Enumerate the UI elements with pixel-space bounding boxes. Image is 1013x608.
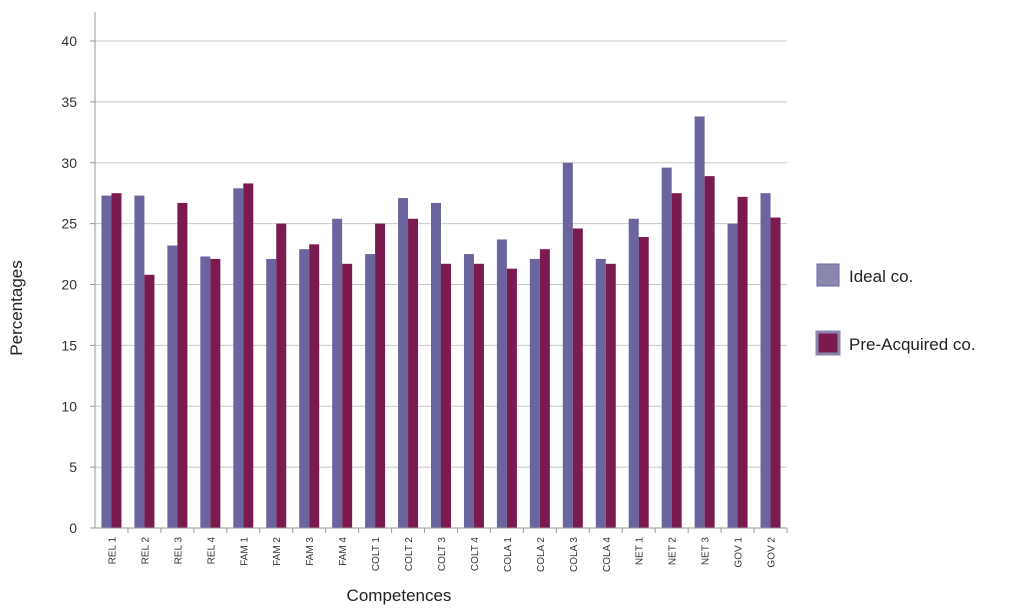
bar-pre-acquired xyxy=(539,249,550,528)
legend-swatch-ideal xyxy=(816,263,840,287)
y-tick-label: 30 xyxy=(61,155,77,171)
bar-pre-acquired xyxy=(210,258,221,528)
bar-ideal xyxy=(332,218,343,528)
y-tick-label: 5 xyxy=(69,459,77,475)
bar-ideal xyxy=(266,258,277,528)
bar-ideal xyxy=(167,245,178,529)
bar-ideal xyxy=(233,188,244,528)
x-tick-label: REL 3 xyxy=(173,537,184,565)
x-tick-label: NET 1 xyxy=(635,537,646,566)
x-tick-label: NET 3 xyxy=(701,537,712,566)
y-tick-label: 15 xyxy=(61,337,77,353)
bar-ideal xyxy=(595,258,606,528)
x-tick-label: COLA 3 xyxy=(569,537,580,572)
bar-ideal xyxy=(299,249,310,528)
bar-ideal xyxy=(365,254,376,528)
bar-pre-acquired xyxy=(342,263,353,528)
bar-pre-acquired xyxy=(671,193,682,528)
bar-pre-acquired xyxy=(473,263,484,528)
legend-swatch-pre-acquired xyxy=(815,330,841,356)
bar-pre-acquired xyxy=(704,176,715,528)
y-tick-label: 0 xyxy=(69,520,77,536)
x-tick-label: FAM 2 xyxy=(272,537,283,566)
x-tick-label: COLA 4 xyxy=(602,537,613,572)
bar-pre-acquired xyxy=(737,196,748,528)
bar-ideal xyxy=(760,193,771,528)
bar-pre-acquired xyxy=(441,263,451,528)
x-tick-label: FAM 3 xyxy=(305,537,316,566)
bar-ideal xyxy=(727,223,738,528)
bar-pre-acquired xyxy=(177,202,188,529)
bar-ideal xyxy=(398,198,409,528)
y-tick-label: 35 xyxy=(61,94,77,110)
bar-pre-acquired xyxy=(144,274,155,528)
bar-pre-acquired xyxy=(111,193,122,528)
bar-pre-acquired xyxy=(309,244,320,528)
x-tick-label: REL 2 xyxy=(140,537,151,565)
x-tick-label: GOV 2 xyxy=(767,537,778,568)
legend-label-pre-acquired: Pre-Acquired co. xyxy=(849,335,976,354)
bar-ideal xyxy=(134,195,145,528)
bar-pre-acquired xyxy=(572,228,583,528)
x-tick-label: NET 2 xyxy=(668,537,679,566)
bar-ideal xyxy=(431,202,441,529)
bars xyxy=(101,116,781,529)
bar-pre-acquired xyxy=(638,237,649,528)
bar-ideal xyxy=(101,195,112,528)
x-tick-label: COLA 2 xyxy=(536,537,547,572)
x-tick-label: FAM 1 xyxy=(239,537,250,566)
bar-ideal xyxy=(463,254,474,528)
x-tick-label: REL 1 xyxy=(107,537,118,565)
x-tick-label: COLA 1 xyxy=(503,537,514,572)
bar-pre-acquired xyxy=(243,183,254,528)
y-tick-label: 20 xyxy=(61,277,77,293)
bar-pre-acquired xyxy=(506,268,517,528)
x-tick-label: FAM 4 xyxy=(338,537,349,566)
bar-ideal xyxy=(200,256,211,528)
bar-pre-acquired xyxy=(276,223,287,528)
bar-ideal xyxy=(529,258,540,528)
bar-ideal xyxy=(661,167,672,528)
x-tick-label: COLT 2 xyxy=(404,537,415,572)
bar-pre-acquired xyxy=(605,263,616,528)
y-tick-label: 10 xyxy=(61,398,77,414)
x-tick-label: COLT 1 xyxy=(371,537,382,572)
legend-label-ideal: Ideal co. xyxy=(849,267,913,286)
x-tick-label: COLT 4 xyxy=(470,537,481,572)
y-tick-label: 40 xyxy=(61,33,77,49)
x-axis-title: Competences xyxy=(347,586,452,605)
y-axis-ticks: 0 5 10 15 20 25 30 35 40 xyxy=(61,33,95,536)
bar-ideal xyxy=(562,162,573,528)
y-tick-label: 25 xyxy=(61,216,77,232)
x-axis-ticks: REL 1 REL 2 REL 3 REL 4 FAM 1 FAM 2 FAM 3 FAM 4… xyxy=(107,528,788,572)
bar-pre-acquired xyxy=(408,218,419,528)
bar-ideal xyxy=(694,116,705,529)
x-tick-label: GOV 1 xyxy=(734,537,745,568)
bar-pre-acquired xyxy=(375,223,386,528)
x-tick-label: COLT 3 xyxy=(437,537,448,572)
bar-ideal xyxy=(496,239,507,528)
y-axis-title: Percentages xyxy=(7,260,26,355)
legend: Ideal co. Pre-Acquired co. xyxy=(815,263,976,356)
bar-ideal xyxy=(628,218,639,528)
x-tick-label: REL 4 xyxy=(206,537,217,565)
bar-pre-acquired xyxy=(770,217,781,528)
